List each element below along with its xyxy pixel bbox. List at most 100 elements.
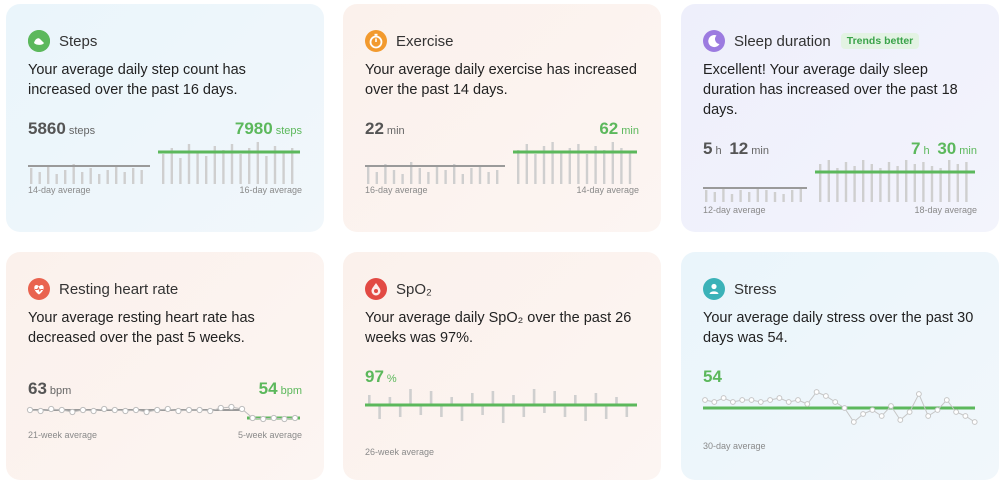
- chart-bar: [435, 166, 439, 184]
- chart-bar: [713, 192, 716, 202]
- chart-bar: [132, 168, 135, 184]
- chart-bar: [577, 144, 580, 184]
- sleep-right-bars: [819, 160, 968, 202]
- stress-point: [757, 399, 764, 405]
- chart-bar: [55, 174, 58, 184]
- stress-point: [832, 399, 839, 405]
- chart-bar: [239, 154, 242, 184]
- spo2-bar: [388, 397, 392, 405]
- heart-points: [26, 403, 299, 423]
- spo2-bar: [604, 405, 608, 419]
- stress-point: [841, 405, 848, 411]
- heart-point: [270, 414, 277, 422]
- spo2-bar: [471, 393, 474, 405]
- spo2-bar: [512, 395, 515, 405]
- chart-bar: [273, 146, 277, 184]
- heart-point: [143, 408, 150, 416]
- stress-point: [962, 413, 969, 419]
- spo2-bar: [409, 389, 412, 405]
- stress-title: Stress: [734, 280, 777, 298]
- exercise-card[interactable]: Exercise Your average daily exercise has…: [343, 4, 661, 232]
- stress-point: [823, 393, 829, 399]
- steps-left-caption: 14-day average: [28, 185, 91, 195]
- chart-bar: [89, 168, 92, 184]
- heart-point: [122, 407, 129, 415]
- spo2-chart: [365, 389, 637, 423]
- heart-left-value: 63 bpm: [28, 379, 72, 398]
- stress-point: [730, 399, 736, 405]
- chart-bar: [603, 150, 606, 184]
- stress-point: [897, 417, 904, 423]
- stress-point: [934, 407, 941, 413]
- exercise-header: Exercise: [365, 28, 454, 54]
- heart-point: [26, 406, 34, 414]
- chart-bar: [611, 142, 614, 184]
- chart-bar: [418, 168, 421, 184]
- spo2-card[interactable]: SpO₂ Your average daily SpO₂ over the pa…: [343, 252, 661, 480]
- chart-bar: [739, 190, 742, 202]
- chart-bar: [30, 168, 33, 184]
- chart-bar: [196, 152, 199, 184]
- heart-rate-card[interactable]: Resting heart rate Your average resting …: [6, 252, 324, 480]
- chart-bar: [213, 146, 216, 184]
- heart-point: [111, 406, 118, 414]
- heart-description: Your average resting heart rate has decr…: [28, 310, 255, 346]
- steps-card[interactable]: Steps Your average daily step count has …: [6, 4, 324, 232]
- spo2-bar: [594, 393, 598, 405]
- stress-point: [925, 413, 932, 419]
- sleep-left-bars: [705, 188, 802, 202]
- steps-description: Your average daily step count has increa…: [28, 62, 246, 98]
- chart-bar: [922, 162, 925, 202]
- chart-bar: [401, 174, 404, 184]
- chart-bar: [392, 170, 396, 184]
- heart-point: [79, 406, 87, 414]
- chart-bar: [47, 166, 50, 184]
- spo2-bar: [553, 391, 556, 405]
- chart-bar: [453, 164, 456, 184]
- stress-value: 54: [703, 367, 722, 386]
- spo2-bar: [481, 405, 484, 415]
- stress-point: [720, 395, 727, 401]
- stress-point: [776, 395, 783, 401]
- stress-chart: [702, 389, 978, 425]
- chart-bar: [879, 168, 882, 202]
- chart-bar: [896, 166, 899, 202]
- chart-bar: [836, 168, 839, 202]
- exercise-right-caption: 14-day average: [576, 185, 639, 195]
- steps-icon: [28, 30, 50, 52]
- spo2-bar: [522, 405, 526, 417]
- exercise-icon: [365, 30, 387, 52]
- spo2-title: SpO₂: [396, 280, 432, 298]
- spo2-caption: 26-week average: [365, 447, 435, 457]
- stress-card[interactable]: Stress Your average daily stress over th…: [681, 252, 999, 480]
- spo2-bar: [398, 405, 402, 417]
- chart-bar: [123, 172, 126, 184]
- heart-point: [281, 415, 288, 423]
- exercise-description: Your average daily exercise has increase…: [365, 62, 637, 98]
- heart-point: [217, 404, 224, 412]
- chart-bar: [517, 150, 520, 184]
- steps-left-value: 5860 steps: [28, 119, 96, 138]
- heart-title: Resting heart rate: [59, 280, 179, 298]
- spo2-bar: [584, 405, 587, 421]
- stress-point: [878, 413, 885, 419]
- stress-points: [702, 389, 978, 425]
- heart-icon: [28, 278, 50, 300]
- chart-bar: [620, 148, 623, 184]
- steps-right-bars: [162, 142, 294, 184]
- stress-point: [767, 397, 773, 403]
- moon-icon: [703, 30, 725, 52]
- steps-right-value: 7980 steps: [234, 119, 302, 138]
- spo2-icon: [365, 278, 387, 300]
- heart-point: [90, 407, 97, 415]
- chart-bar: [594, 146, 597, 184]
- heart-point: [175, 407, 182, 415]
- chart-bar: [853, 166, 856, 202]
- heart-point: [249, 414, 256, 422]
- chart-bar: [248, 148, 251, 184]
- spo2-value: 97%: [365, 367, 397, 386]
- spo2-bar: [501, 405, 505, 423]
- sleep-card[interactable]: Sleep duration Trends better Excellent! …: [681, 4, 999, 232]
- chart-bar: [256, 142, 259, 184]
- chart-bar: [140, 170, 143, 184]
